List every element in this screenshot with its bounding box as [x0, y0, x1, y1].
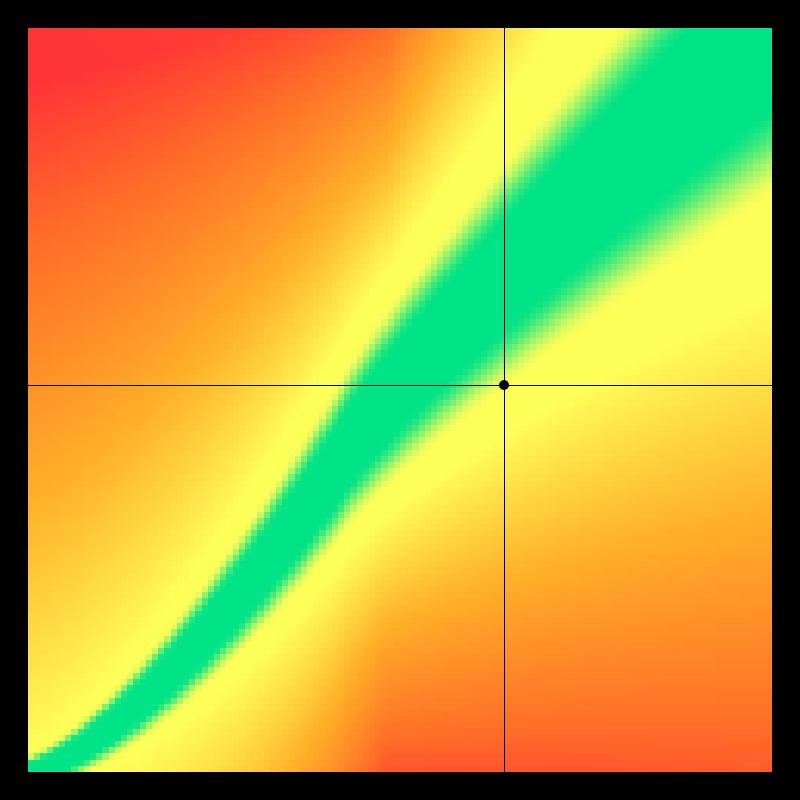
heatmap-canvas [28, 28, 772, 772]
watermark-text: TheBottleneck.com [566, 4, 772, 30]
frame: TheBottleneck.com [0, 0, 800, 800]
heatmap-plot [28, 28, 772, 772]
